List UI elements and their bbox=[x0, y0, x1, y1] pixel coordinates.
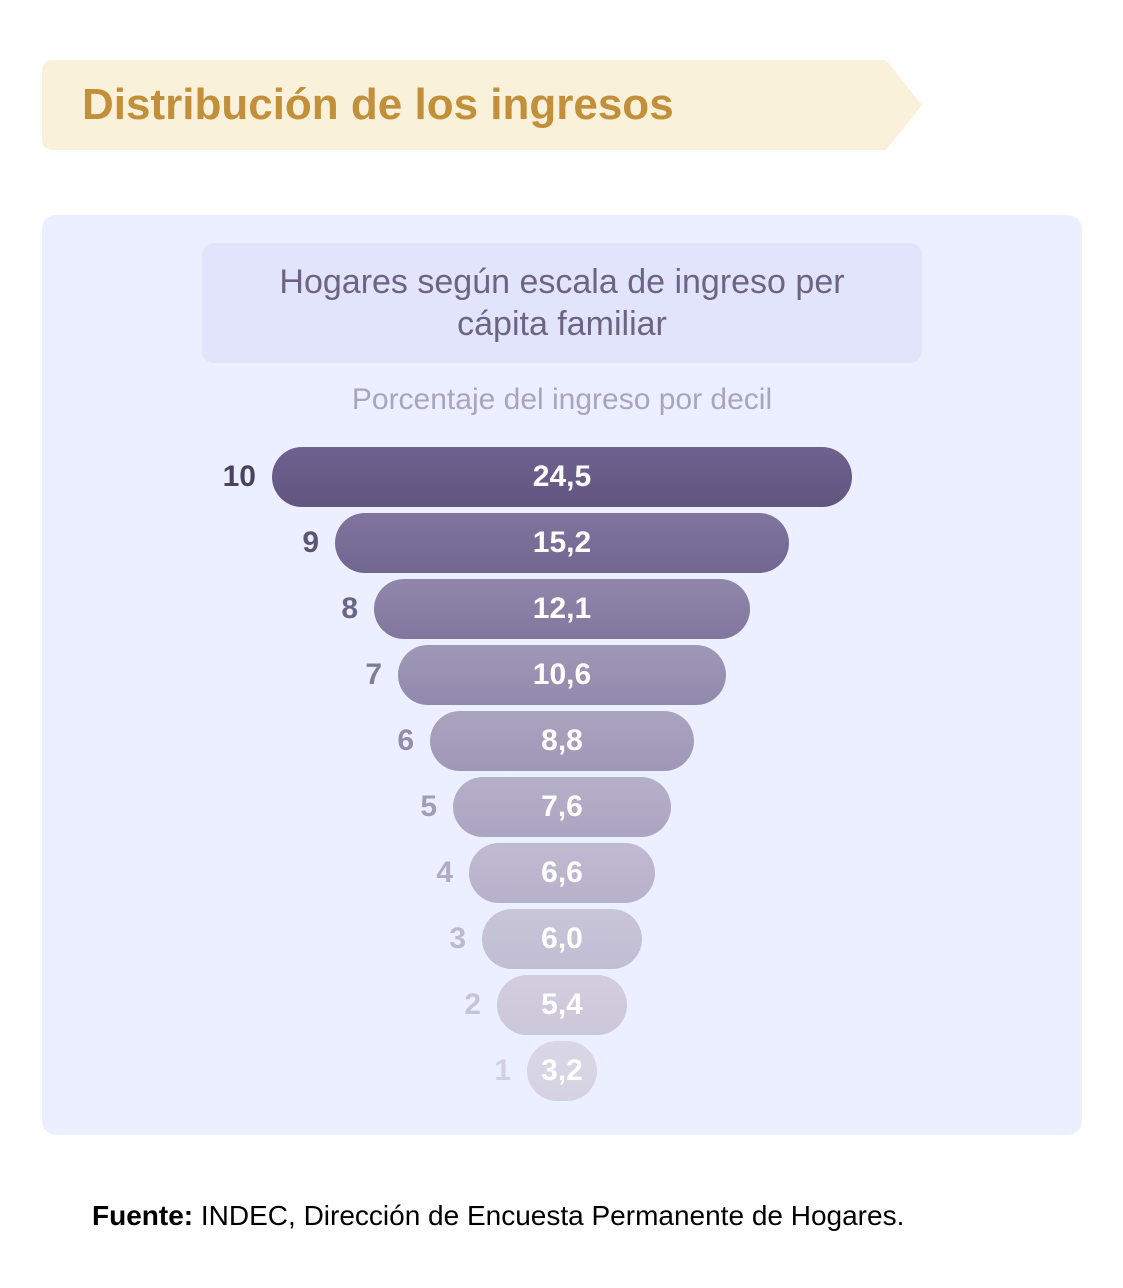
funnel-bar: 5,4 bbox=[497, 975, 627, 1035]
funnel-bar: 10,6 bbox=[398, 645, 726, 705]
funnel-row: 13,2 bbox=[42, 1041, 1082, 1101]
decile-label: 1 bbox=[461, 1054, 511, 1088]
funnel-bar: 12,1 bbox=[374, 579, 750, 639]
funnel-bar: 8,8 bbox=[430, 711, 694, 771]
funnel-bar: 24,5 bbox=[272, 447, 852, 507]
decile-label: 5 bbox=[387, 790, 437, 824]
funnel-bar: 3,2 bbox=[527, 1041, 597, 1101]
source-label: Fuente: bbox=[92, 1200, 193, 1231]
chart-panel: Hogares según escala de ingreso per cápi… bbox=[42, 215, 1082, 1135]
source-line: Fuente: INDEC, Dirección de Encuesta Per… bbox=[92, 1200, 904, 1232]
funnel-row: 57,6 bbox=[42, 777, 1082, 837]
decile-label: 2 bbox=[431, 988, 481, 1022]
funnel-row: 68,8 bbox=[42, 711, 1082, 771]
decile-label: 4 bbox=[403, 856, 453, 890]
page: Distribución de los ingresos Hogares seg… bbox=[0, 0, 1123, 1288]
funnel-bar: 7,6 bbox=[453, 777, 671, 837]
funnel-bar: 15,2 bbox=[335, 513, 789, 573]
decile-label: 6 bbox=[364, 724, 414, 758]
funnel-row: 36,0 bbox=[42, 909, 1082, 969]
funnel-bar: 6,6 bbox=[469, 843, 655, 903]
funnel-row: 812,1 bbox=[42, 579, 1082, 639]
source-text: INDEC, Dirección de Encuesta Permanente … bbox=[201, 1200, 904, 1231]
funnel-row: 10 24,5 bbox=[42, 447, 1082, 507]
title-banner: Distribución de los ingresos bbox=[42, 60, 922, 150]
funnel-row: 46,6 bbox=[42, 843, 1082, 903]
decile-label: 3 bbox=[416, 922, 466, 956]
decile-label: 8 bbox=[308, 592, 358, 626]
decile-label: 9 bbox=[269, 526, 319, 560]
funnel-row: 25,4 bbox=[42, 975, 1082, 1035]
panel-header: Hogares según escala de ingreso per cápi… bbox=[202, 243, 922, 363]
decile-label: 7 bbox=[332, 658, 382, 692]
funnel-row: 710,6 bbox=[42, 645, 1082, 705]
page-title: Distribución de los ingresos bbox=[42, 60, 734, 150]
funnel-row: 915,2 bbox=[42, 513, 1082, 573]
decile-label: 10 bbox=[206, 460, 256, 494]
funnel-bar: 6,0 bbox=[482, 909, 642, 969]
panel-subheader: Porcentaje del ingreso por decil bbox=[42, 383, 1082, 417]
funnel-chart: 1024,5915,2812,1710,668,857,646,636,025,… bbox=[42, 447, 1082, 1107]
